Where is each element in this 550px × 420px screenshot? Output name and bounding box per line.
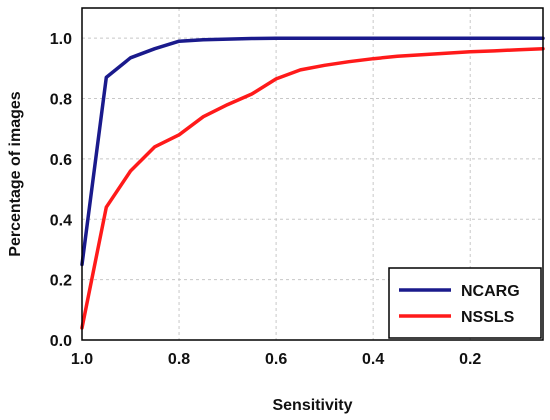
y-tick-label: 0.4 (50, 212, 72, 229)
y-axis-label: Percentage of images (7, 91, 24, 257)
legend-label-ncarg: NCARG (461, 283, 520, 300)
legend-label-nssls: NSSLS (461, 309, 515, 326)
series-line-ncarg (80, 36, 545, 267)
plot-frame (81, 7, 544, 341)
y-tick-label: 1.0 (50, 31, 72, 48)
x-tick-label: 1.0 (71, 351, 93, 368)
series-line-nssls (80, 46, 545, 330)
series-lines (80, 36, 545, 330)
x-tick-label: 0.4 (362, 351, 384, 368)
y-tick-label: 0.6 (50, 152, 72, 169)
x-axis-label: Sensitivity (272, 397, 352, 414)
x-tick-labels: 1.0 0.8 0.6 0.4 0.2 (71, 351, 482, 368)
y-tick-label: 0.2 (50, 273, 72, 290)
x-tick-label: 0.2 (459, 351, 481, 368)
legend-box (388, 267, 542, 339)
x-tick-label: 0.8 (168, 351, 190, 368)
x-tick-label: 0.6 (265, 351, 287, 368)
y-tick-label: 0.0 (50, 333, 72, 350)
y-tick-labels: 0.0 0.2 0.4 0.6 0.8 1.0 (50, 31, 72, 350)
legend: NCARG NSSLS (388, 267, 542, 339)
y-tick-label: 0.8 (50, 92, 72, 109)
